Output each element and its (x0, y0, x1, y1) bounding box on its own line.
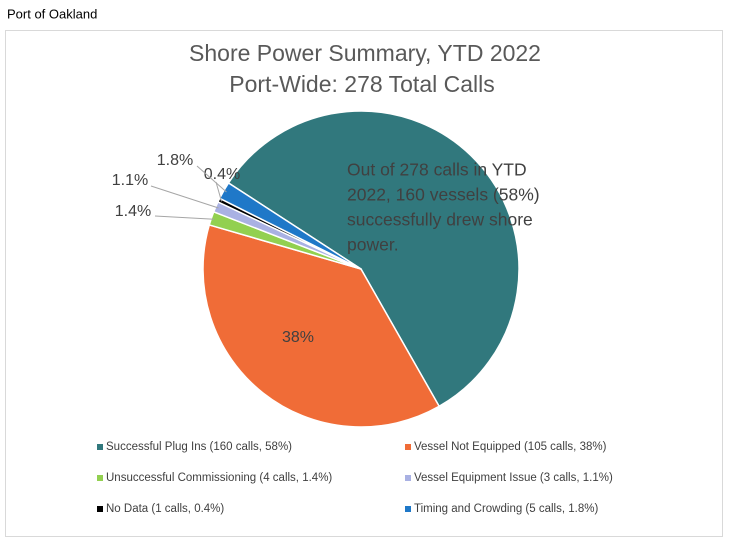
pie-slice (218, 181, 362, 270)
leader-line (150, 185, 219, 209)
annotation: 2022, 160 vessels (58%) (347, 185, 540, 205)
leader-line (215, 181, 222, 202)
legend-swatch (405, 444, 411, 450)
data-label: 1.8% (157, 152, 193, 169)
data-label: 1.1% (112, 172, 148, 189)
data-label: 1.4% (115, 203, 151, 220)
leader-line (196, 165, 227, 193)
legend-swatch (97, 444, 103, 450)
legend-label: No Data (1 calls, 0.4%) (106, 503, 224, 515)
legend-swatch (405, 475, 411, 481)
data-label: 38% (282, 329, 314, 346)
legend-swatch (97, 506, 103, 512)
pie-slice (227, 110, 520, 408)
legend-label: Successful Plug Ins (160 calls, 58%) (106, 441, 292, 453)
annotation: power. (347, 235, 399, 255)
leader-line (154, 215, 215, 220)
annotation: Out of 278 calls in YTD (347, 160, 527, 180)
legend-swatch (405, 506, 411, 512)
legend-label: Unsuccessful Commissioning (4 calls, 1.4… (106, 472, 332, 484)
legend-label: Vessel Equipment Issue (3 calls, 1.1%) (414, 472, 613, 484)
pie-slice (202, 223, 441, 428)
page-header: Port of Oakland (7, 6, 97, 21)
chart-subtitle: Port-Wide: 278 Total Calls (229, 71, 494, 97)
legend-label: Vessel Not Equipped (105 calls, 38%) (414, 441, 607, 453)
legend-swatch (97, 475, 103, 481)
legend-label: Timing and Crowding (5 calls, 1.8%) (414, 503, 598, 515)
annotation: successfully drew shore (347, 210, 533, 230)
data-label: 0.4% (204, 166, 240, 183)
chart-title: Shore Power Summary, YTD 2022 (189, 40, 541, 66)
